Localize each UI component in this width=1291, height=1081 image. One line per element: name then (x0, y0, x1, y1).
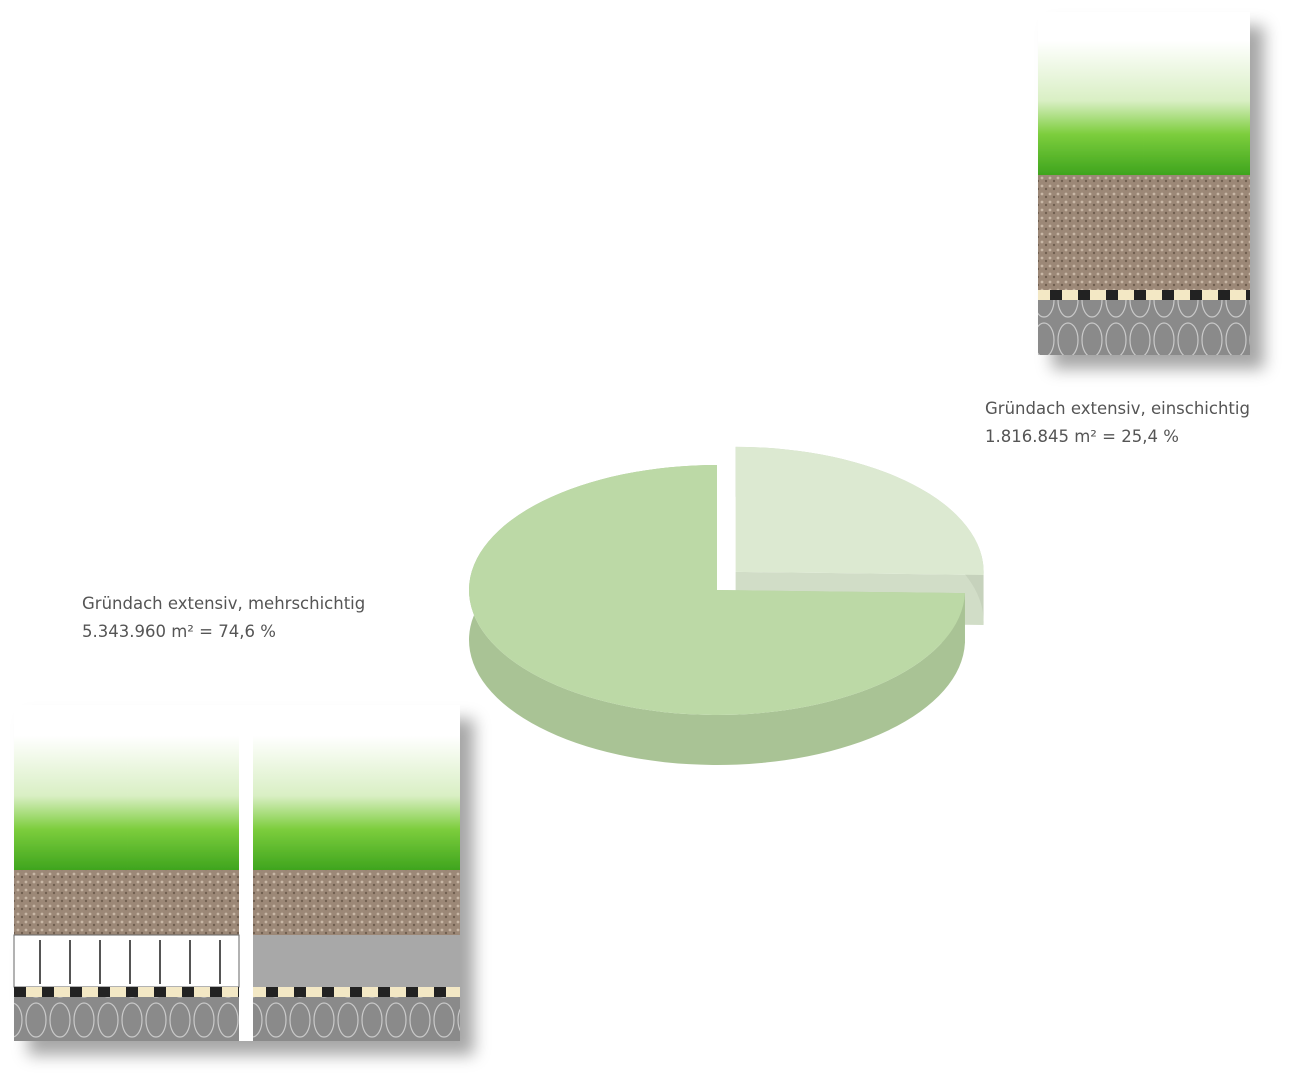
illustration-multi-layer (13, 705, 460, 1041)
slice-label: Gründach extensiv, einschichtig (985, 399, 1250, 418)
slice-value-label: 5.343.960 m² = 74,6 % (82, 622, 276, 641)
illustration-single-layer (1038, 12, 1250, 355)
slice-value-label: 1.816.845 m² = 25,4 % (985, 427, 1179, 446)
slice (469, 465, 965, 716)
slice-label: Gründach extensiv, mehrschichtig (82, 594, 365, 613)
pie (469, 446, 984, 766)
slice (735, 446, 984, 575)
